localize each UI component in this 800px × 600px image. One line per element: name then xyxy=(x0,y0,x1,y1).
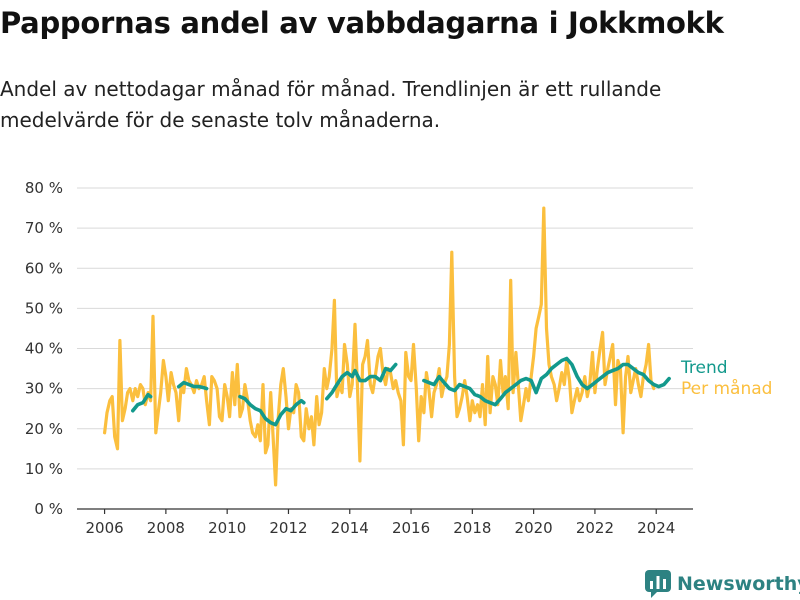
newsworthy-bar-icon xyxy=(645,570,671,598)
series-trend-segment-4 xyxy=(325,362,398,401)
y-tick-label: 50 % xyxy=(25,299,63,317)
series-lines xyxy=(103,206,671,487)
x-tick-label: 2010 xyxy=(208,519,246,537)
y-axis-labels: 0 % 10 % 20 % 30 % 40 % 50 % 60 % 70 % 80 % xyxy=(25,179,63,518)
gridlines xyxy=(77,187,693,470)
y-tick-label: 80 % xyxy=(25,179,63,197)
x-tick-label: 2012 xyxy=(269,519,307,537)
y-tick-label: 70 % xyxy=(25,219,63,237)
x-tick-label: 2016 xyxy=(392,519,430,537)
x-tick-label: 2006 xyxy=(85,519,123,537)
y-tick-label: 60 % xyxy=(25,259,63,277)
series-per-manad-line xyxy=(103,206,656,487)
series-trend-segment-3 xyxy=(238,394,306,427)
legend-monthly-label: Per månad xyxy=(681,378,772,399)
x-tick-label: 2020 xyxy=(515,519,553,537)
x-tick-label: 2014 xyxy=(331,519,369,537)
x-axis: 2006 2008 2010 2012 2014 2016 2018 2020 2022 2024 xyxy=(77,508,693,537)
newsworthy-brand: Newsworthy xyxy=(677,573,800,595)
x-tick-label: 2018 xyxy=(453,519,491,537)
y-tick-label: 0 % xyxy=(34,500,63,518)
legend-trend-label: Trend xyxy=(680,358,728,378)
y-tick-label: 20 % xyxy=(25,420,63,438)
x-tick-label: 2022 xyxy=(576,519,614,537)
series-trend-segment-1 xyxy=(131,392,153,413)
y-tick-label: 30 % xyxy=(25,380,63,398)
series-trend-segment-2 xyxy=(176,380,209,391)
newsworthy-logo: Newsworthy xyxy=(645,570,800,598)
y-tick-label: 10 % xyxy=(25,460,63,478)
x-tick-label: 2008 xyxy=(147,519,185,537)
page-subtitle: Andel av nettodagar månad för månad. Tre… xyxy=(0,77,662,132)
line-labels: Trend Per månad xyxy=(680,358,772,399)
x-tick-label: 2024 xyxy=(637,519,675,537)
page-title: Pappornas andel av vabbdagarna i Jokkmok… xyxy=(0,6,724,40)
y-tick-label: 40 % xyxy=(25,340,63,358)
series-trend-segment-5 xyxy=(422,356,671,407)
